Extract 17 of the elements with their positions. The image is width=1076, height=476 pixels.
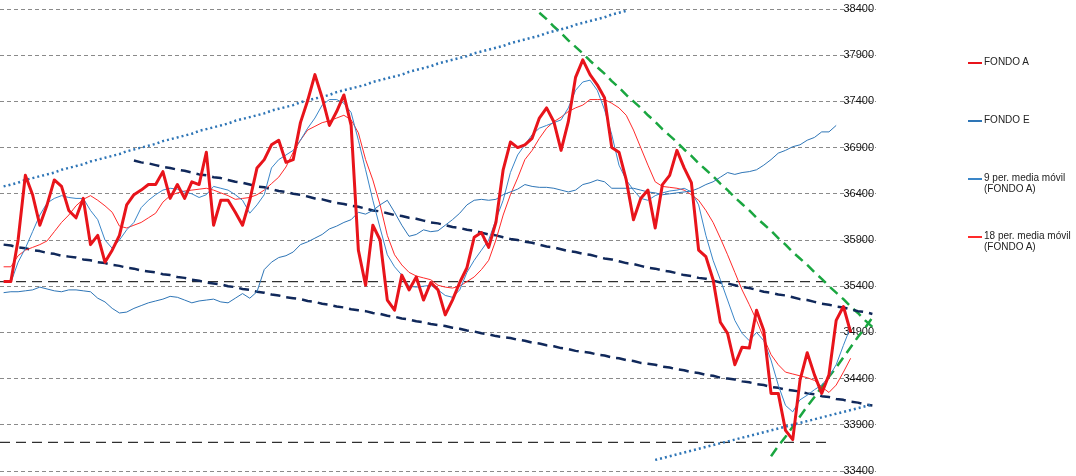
y-tick-label: 37900 [843,48,874,61]
y-tick-label: 33400 [843,464,874,476]
y-tick-label: 36400 [843,186,874,199]
legend-label: 9 per. media móvil (FONDO A) [984,172,1067,194]
y-tick-label: 37400 [843,94,874,107]
y-tick-label: 38400 [843,2,874,15]
line-series [132,159,874,316]
y-tick-label: 33900 [843,417,874,430]
line-series [2,243,874,407]
y-tick-label: 35400 [843,279,874,292]
legend-label: FONDO A [984,56,1030,67]
legend-label: 18 per. media móvil (FONDO A) [984,230,1072,252]
legend-label: FONDO E [984,114,1030,125]
y-tick-label: 35900 [843,233,874,246]
line-series [2,9,628,188]
y-tick-label: 36900 [843,140,874,153]
y-tick-label: 34400 [843,371,874,384]
